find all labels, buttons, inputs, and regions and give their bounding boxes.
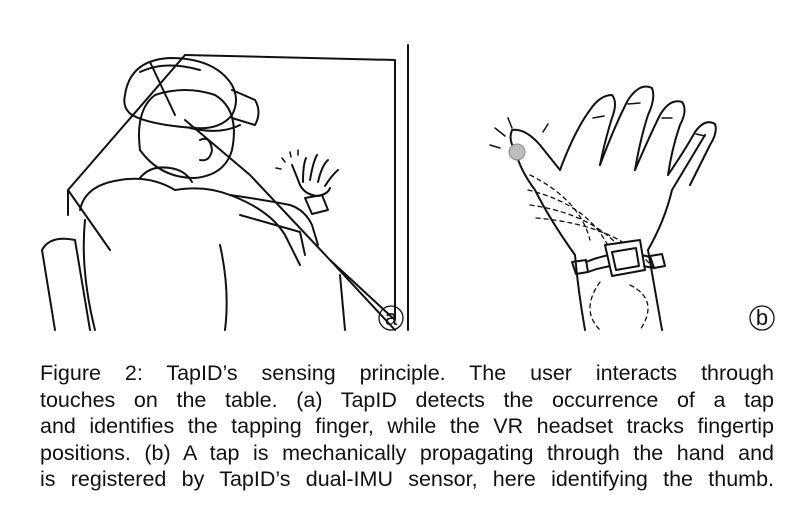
panel-b-illustration [489, 85, 717, 331]
caption-line: positions. (b) A tap is mechanically pro… [40, 440, 774, 465]
caption-line: is registered by TapID’s dual-IMU sensor… [40, 467, 774, 491]
svg-text:a: a [385, 305, 398, 330]
panel-a-label: a [378, 305, 404, 331]
figure: a b [41, 44, 775, 331]
caption-line: Figure 2: TapID’s sensing principle. The… [40, 361, 774, 385]
svg-text:b: b [756, 305, 768, 330]
figure-caption: Figure 2: TapID’s sensing principle. The… [40, 360, 774, 493]
panel-b-label: b [749, 305, 775, 331]
panel-a-illustration [41, 54, 396, 331]
caption-line: touches on the table. (a) TapID detects … [40, 387, 774, 412]
caption-line: and identifies the tapping finger, while… [40, 414, 774, 438]
figure-illustration: a b [41, 44, 775, 331]
